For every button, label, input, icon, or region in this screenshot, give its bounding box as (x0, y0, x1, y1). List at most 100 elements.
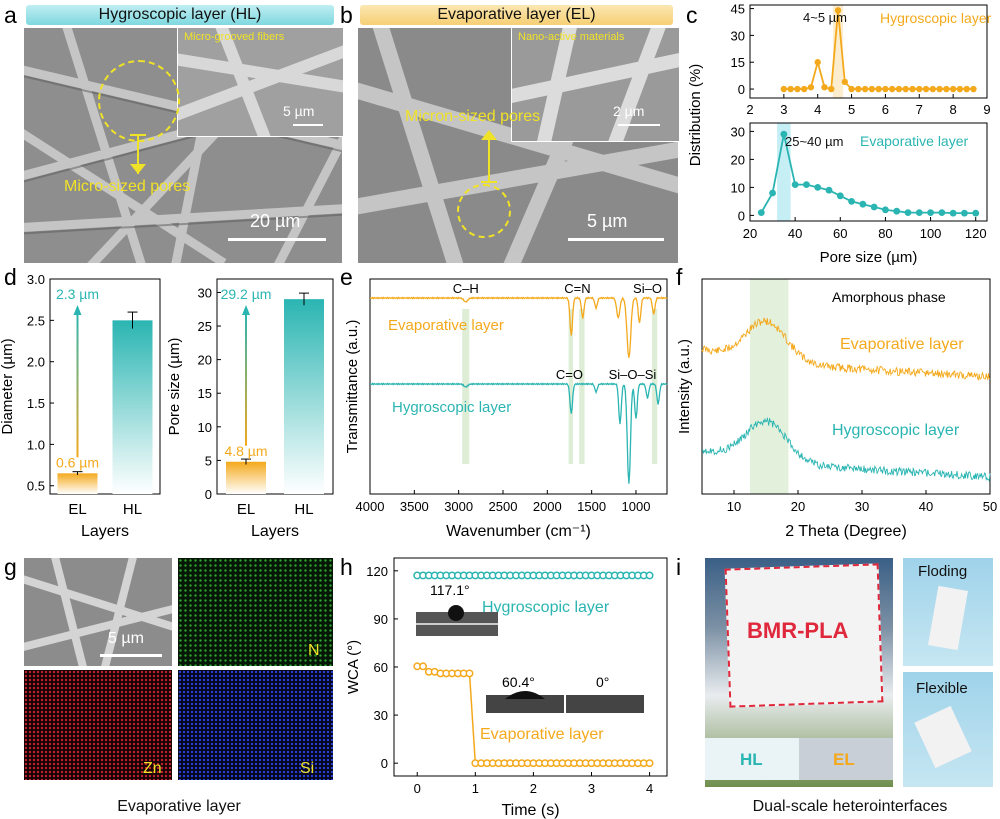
bar-pore-el (226, 461, 266, 494)
el-label: EL (833, 750, 855, 769)
trend-arrowhead-pore (242, 305, 250, 315)
xtick-label-bottom: 120 (965, 226, 987, 241)
legend-hygroscopic-e: Hygroscopic layer (392, 399, 511, 416)
point-hygroscopic (970, 85, 977, 93)
scale-label-a: 20 µm (250, 211, 301, 231)
peak-band (651, 309, 658, 464)
point-evaporative (949, 209, 957, 217)
bar-diameter-hl (112, 320, 153, 494)
point-hygroscopic (875, 85, 882, 93)
legend-evaporative-f: Evaporative layer (840, 336, 964, 353)
point-evaporative (893, 207, 901, 215)
inset-label-a: Micro-grooved fibers (184, 31, 285, 43)
legend-hygroscopic-f: Hygroscopic layer (832, 422, 960, 439)
photo-flexible (903, 672, 993, 787)
point-hygroscopic (902, 85, 909, 93)
caption-i: Dual-scale heterointerfaces (752, 798, 948, 815)
point-hygroscopic (922, 85, 930, 93)
xtick-label-bottom: 40 (788, 226, 802, 241)
ylabel-h: WCA (°) (345, 640, 362, 694)
point-hygroscopic (929, 85, 937, 93)
ytick-label-h: 30 (374, 708, 388, 723)
xlabel-f: 2 Theta (Degree) (785, 523, 907, 540)
xtick-label-diameter: EL (68, 501, 86, 518)
hl-label: HL (740, 750, 763, 769)
bar-diameter-el (57, 473, 98, 494)
annotation-amorphous: Amorphous phase (832, 289, 946, 305)
point-evaporative (791, 181, 799, 189)
ylabel-c: Distribution (%) (687, 64, 704, 167)
eds-label-n: N (308, 642, 320, 659)
chart-xrd: 10 20 30 40 50 Amorphous phase Evaporative lay… (676, 278, 997, 540)
spectrum-evaporative (369, 296, 668, 358)
eds-map-si (178, 670, 333, 780)
xlabel-e: Wavenumber (cm⁻¹) (446, 523, 591, 540)
ytick-label-diameter: 1.0 (27, 437, 45, 452)
chart-diameter-pore-bars: 0.5 1.0 1.5 2.0 2.5 3.0 EL HL 2.3 µm 0.6 µm Layers… (0, 272, 334, 540)
xtick-label-e: 2500 (489, 499, 518, 514)
legend-hygroscopic-h: Hygroscopic layer (482, 599, 610, 616)
xtick-label-e: 2000 (533, 499, 562, 514)
ytick-label-bottom: 10 (731, 180, 745, 195)
droplet-substrate-117 (416, 623, 498, 625)
eds-label-zn: Zn (143, 760, 162, 777)
peak-band (568, 309, 574, 464)
ytick-label-pore: 25 (198, 319, 212, 334)
ytick-label-diameter: 0.5 (27, 479, 45, 494)
xtick-label-h: 4 (646, 781, 653, 796)
sample-label: BMR-PLA (747, 618, 849, 643)
point-evaporative (938, 209, 946, 217)
high-label-pore: 29.2 µm (221, 286, 272, 302)
point-evaporative (961, 209, 968, 217)
eds-map-n (178, 558, 333, 666)
point-hygroscopic (794, 85, 801, 93)
pattern-evaporative (701, 317, 991, 381)
amorphous-band (750, 279, 789, 494)
point-hygroscopic (882, 85, 889, 93)
pore-arrow-b (481, 130, 497, 140)
xlabel-c: Pore size (µm) (820, 249, 918, 266)
legend-evaporative-e: Evaporative layer (388, 317, 504, 334)
xtick-label-f: 30 (855, 499, 869, 514)
point-evaporative (882, 206, 889, 214)
xtick-label-h: 2 (530, 781, 537, 796)
point-hygroscopic (895, 85, 903, 93)
xlabel-h: Time (s) (501, 802, 559, 819)
xtick-label-f: 20 (791, 499, 805, 514)
point-hygroscopic (963, 85, 970, 93)
xtick-label-pore: EL (237, 501, 255, 518)
xtick-label-top: 2 (746, 102, 753, 117)
photo-bmr-pla (705, 558, 893, 787)
ytick-label-h: 0 (381, 756, 388, 771)
angle-label-60: 60.4° (502, 674, 535, 690)
inset-scale-bar-a (293, 124, 323, 126)
angle-label-0: 0° (596, 674, 609, 690)
point-hygroscopic (936, 85, 943, 93)
xtick-label-e: 1500 (577, 499, 606, 514)
sem-inset-hygroscopic (177, 28, 343, 137)
xtick-label-f: 10 (727, 499, 741, 514)
droplet-60 (505, 691, 545, 699)
legend-evaporative-h: Evaporative layer (480, 726, 604, 743)
panel-b-header: Evaporative layer (EL) (360, 5, 673, 25)
axes-frame-diameter (49, 278, 161, 495)
ytick-label-bottom: 20 (731, 152, 745, 167)
ytick-label-top: 15 (731, 55, 745, 70)
point-hygroscopic (841, 78, 848, 86)
peak-label-cn: C=N (564, 281, 590, 296)
point-hygroscopic (916, 85, 923, 93)
scale-bar-g (100, 654, 162, 657)
sem-inset-evaporative (511, 28, 679, 142)
ytick-label-pore: 30 (198, 285, 212, 300)
eds-label-si: Si (300, 760, 315, 777)
ylabel-e: Transmittance (a.u.) (344, 320, 361, 454)
photo-folding (903, 558, 993, 666)
xtick-label-pore: HL (294, 501, 313, 518)
droplet-image-0 (566, 695, 644, 713)
point-hygroscopic (848, 85, 855, 93)
pattern-hygroscopic (701, 416, 991, 482)
point-hygroscopic (787, 85, 794, 93)
axes-frame-e (369, 278, 668, 495)
trend-arrow-pore (245, 311, 247, 446)
panel-letter-f: f (676, 264, 683, 290)
